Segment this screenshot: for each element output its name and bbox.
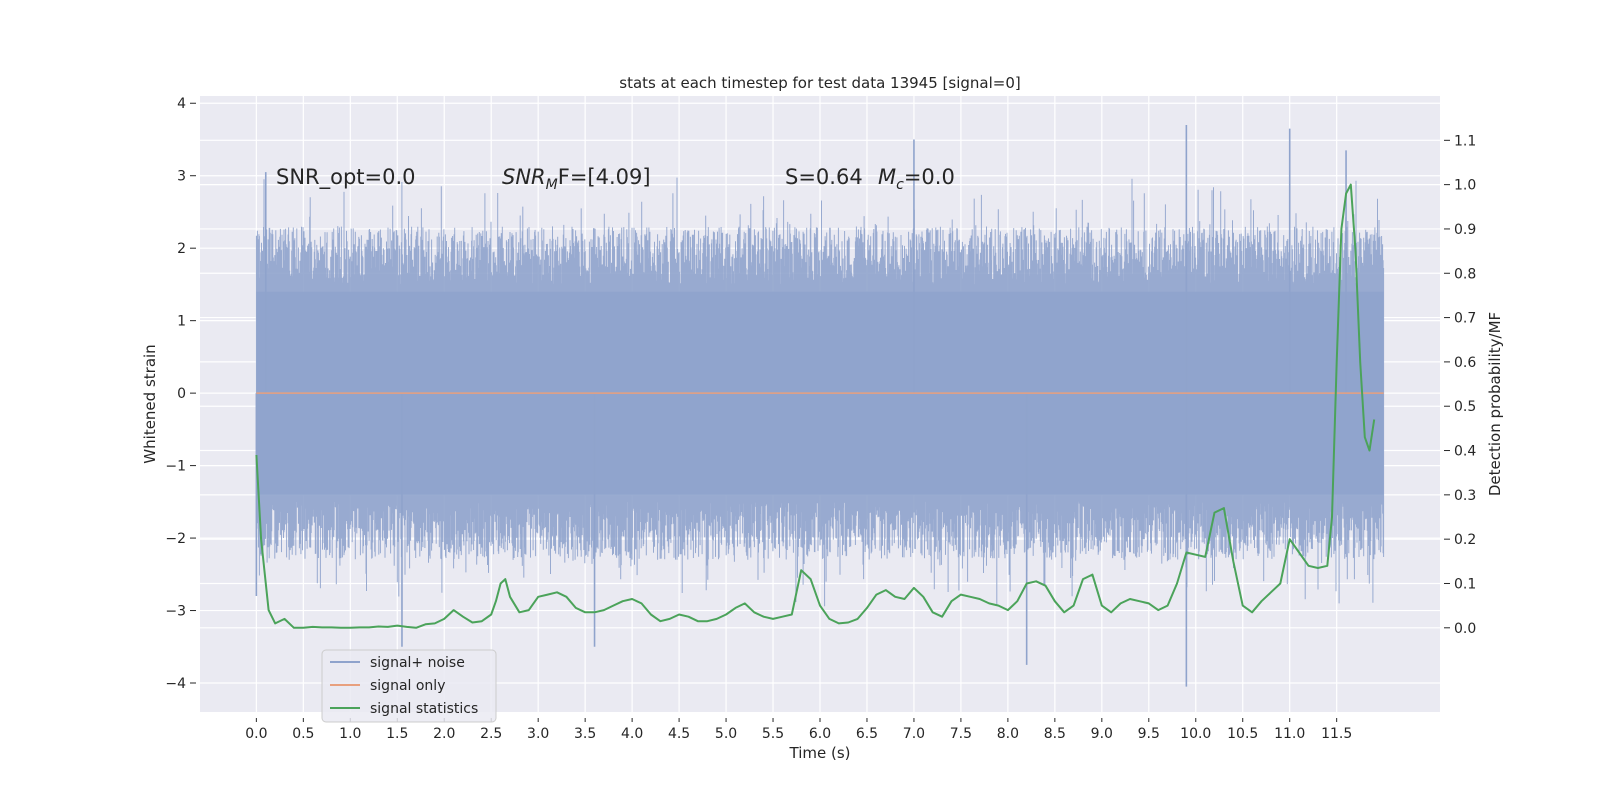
y-right-tick-label: 0.8 bbox=[1454, 266, 1476, 282]
x-tick-label: 7.5 bbox=[950, 726, 972, 742]
x-tick-label: 4.0 bbox=[621, 726, 643, 742]
y-left-tick-label: 0 bbox=[177, 386, 186, 402]
x-tick-label: 10.5 bbox=[1227, 726, 1258, 742]
y-left-axis-label: Whitened strain bbox=[141, 344, 159, 463]
x-tick-label: 8.0 bbox=[997, 726, 1019, 742]
x-tick-label: 6.0 bbox=[809, 726, 831, 742]
y-right-tick-label: 0.3 bbox=[1454, 488, 1476, 504]
y-left-tick-label: −4 bbox=[165, 676, 186, 692]
legend-label-signal-noise: signal+ noise bbox=[370, 655, 465, 671]
y-right-tick-label: 0.6 bbox=[1454, 355, 1476, 371]
x-tick-label: 0.0 bbox=[245, 726, 267, 742]
signal-statistics-line bbox=[255, 183, 1376, 629]
x-tick-label: 6.5 bbox=[856, 726, 878, 742]
y-right-tick-label: 0.7 bbox=[1454, 311, 1476, 327]
annotation-mc: Mc=0.0 bbox=[878, 165, 955, 193]
y-right-tick-label: 0.5 bbox=[1454, 399, 1476, 415]
x-axis-ticks: 0.0 0.5 1.0 1.5 2.0 2.5 3.0 3.5 4.0 4.5 5.0 5.5 6.0 6… bbox=[245, 718, 1352, 742]
x-tick-label: 1.0 bbox=[339, 726, 361, 742]
legend: signal+ noise signal only signal statist… bbox=[321, 649, 497, 723]
legend-label-signal-statistics: signal statistics bbox=[370, 701, 478, 717]
x-tick-label: 9.0 bbox=[1091, 726, 1113, 742]
y-left-tick-label: 1 bbox=[177, 314, 186, 330]
y-left-axis-ticks: 4 3 2 1 0 −1 −2 −3 −4 bbox=[165, 96, 196, 692]
x-tick-label: 10.0 bbox=[1180, 726, 1211, 742]
y-left-tick-label: −1 bbox=[165, 459, 186, 475]
y-right-tick-label: 0.4 bbox=[1454, 444, 1476, 460]
x-tick-label: 5.0 bbox=[715, 726, 737, 742]
x-tick-label: 3.0 bbox=[527, 726, 549, 742]
y-right-axis-ticks: 1.1 1.0 0.9 0.8 0.7 0.6 0.5 0.4 0.3 0.2 0.1 0.0 bbox=[1444, 133, 1476, 637]
annotations: SNR_opt=0.0 SNRMF=[4.09] S=0.64 Mc=0.0 bbox=[276, 165, 955, 193]
y-right-tick-label: 0.0 bbox=[1454, 621, 1476, 637]
x-tick-label: 5.5 bbox=[762, 726, 784, 742]
signal-statistics-series bbox=[255, 183, 1376, 629]
y-left-tick-label: 4 bbox=[177, 96, 186, 112]
x-tick-label: 7.0 bbox=[903, 726, 925, 742]
y-left-tick-label: −3 bbox=[165, 604, 186, 620]
x-tick-label: 9.5 bbox=[1138, 726, 1160, 742]
x-tick-label: 1.5 bbox=[386, 726, 408, 742]
x-tick-label: 2.5 bbox=[480, 726, 502, 742]
chart-title: stats at each timestep for test data 139… bbox=[619, 74, 1020, 92]
x-tick-label: 11.5 bbox=[1321, 726, 1352, 742]
y-right-tick-label: 1.1 bbox=[1454, 133, 1476, 149]
x-tick-label: 3.5 bbox=[574, 726, 596, 742]
y-right-axis-label: Detection probability/MF bbox=[1486, 312, 1504, 496]
x-tick-label: 2.0 bbox=[433, 726, 455, 742]
y-right-tick-label: 1.0 bbox=[1454, 178, 1476, 194]
annotation-snr-mf: SNRMF=[4.09] bbox=[502, 165, 651, 193]
x-tick-label: 11.0 bbox=[1274, 726, 1305, 742]
x-tick-label: 0.5 bbox=[292, 726, 314, 742]
y-right-tick-label: 0.2 bbox=[1454, 532, 1476, 548]
legend-box bbox=[321, 649, 497, 723]
y-left-tick-label: 3 bbox=[177, 169, 186, 185]
y-left-tick-label: 2 bbox=[177, 241, 186, 257]
legend-label-signal-only: signal only bbox=[370, 678, 445, 694]
annotation-snr-opt: SNR_opt=0.0 bbox=[276, 165, 416, 190]
annotation-s: S=0.64 bbox=[785, 165, 863, 189]
y-right-tick-label: 0.1 bbox=[1454, 576, 1476, 592]
y-left-tick-label: −2 bbox=[165, 531, 186, 547]
x-axis-label: Time (s) bbox=[789, 744, 851, 762]
x-tick-label: 4.5 bbox=[668, 726, 690, 742]
y-right-tick-label: 0.9 bbox=[1454, 222, 1476, 238]
x-tick-label: 8.5 bbox=[1044, 726, 1066, 742]
